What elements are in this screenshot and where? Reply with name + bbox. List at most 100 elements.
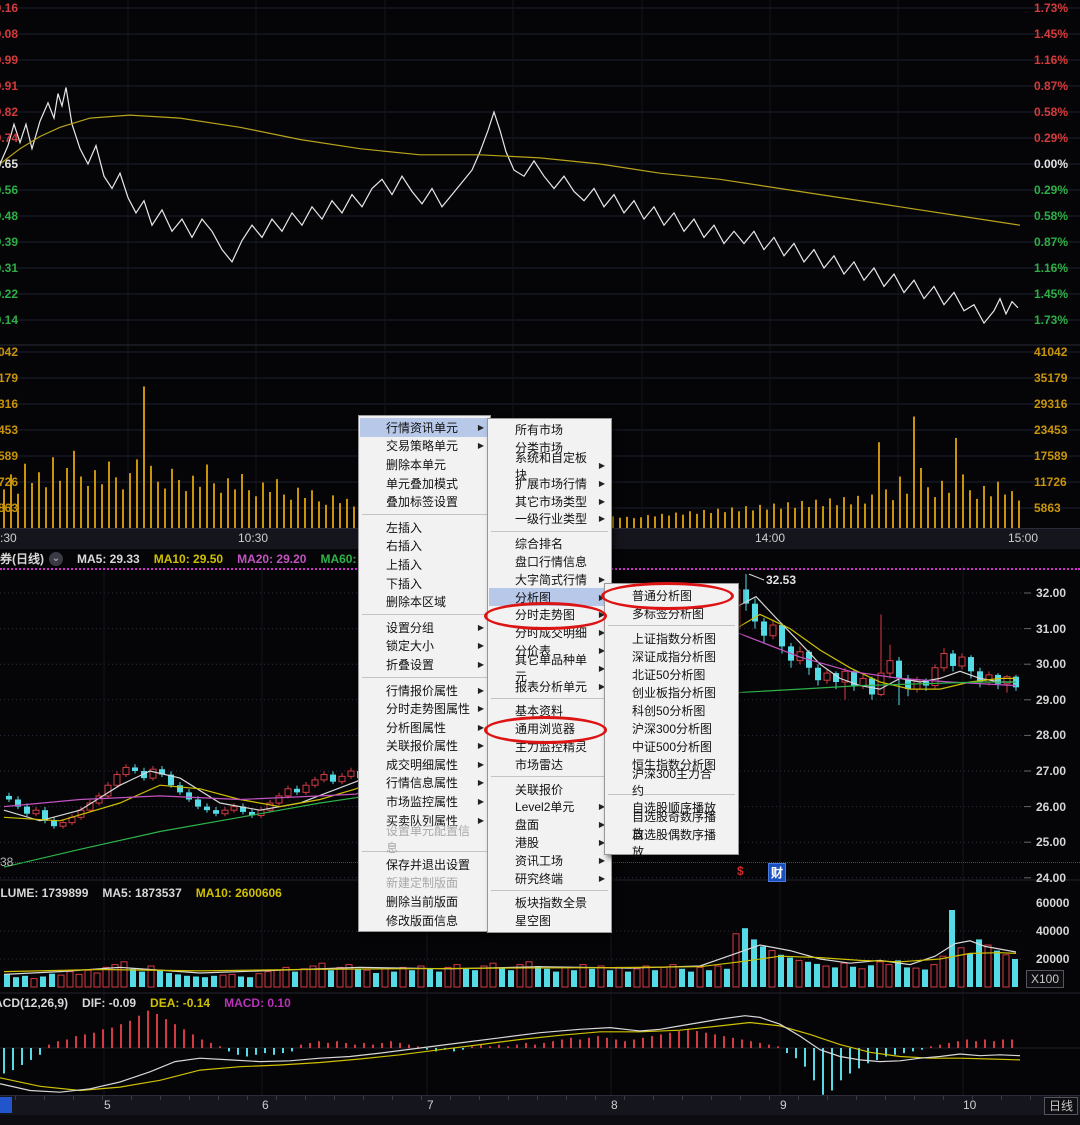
unit-menu-item[interactable]: 设置分组 ▶ — [386, 620, 484, 635]
quote-submenu-item[interactable]: 扩展市场行情 ▶ — [515, 476, 605, 491]
analysis-submenu-item[interactable]: 沪深300主力合约 — [632, 767, 713, 798]
quote-submenu-item[interactable]: 系统和自定板块 ▶ — [515, 450, 605, 482]
unit-menu-item[interactable]: 新建定制版面 — [386, 876, 459, 891]
unit-menu-item[interactable]: 行情资讯单元 ▶ — [360, 418, 489, 437]
analysis-submenu-item[interactable]: 自选股偶数序播放 — [632, 828, 717, 859]
analysis-submenu-item[interactable]: 恒生指数分析图 — [632, 757, 717, 772]
axis-tick — [856, 1096, 857, 1100]
quote-submenu-item[interactable]: 板块指数全景 — [515, 896, 588, 911]
minute-percent-label: 0.00% — [1034, 157, 1069, 171]
minute-volume-label: 17589 — [1034, 449, 1068, 463]
quote-submenu-item[interactable]: 分类市场 — [515, 441, 564, 456]
quote-submenu-item[interactable]: 关联报价 — [515, 782, 564, 797]
quote-submenu-item[interactable]: 其它市场类型 ▶ — [515, 494, 605, 509]
quote-submenu-item[interactable]: 盘面 ▶ — [515, 818, 605, 833]
period-selector[interactable]: 日线 — [1044, 1097, 1079, 1115]
axis-tick — [740, 1096, 741, 1100]
macd-header-item: DEA: -0.14 — [150, 996, 211, 1010]
analysis-submenu-item[interactable]: 北证50分析图 — [632, 667, 706, 682]
unit-menu-item[interactable]: 右插入 — [386, 539, 423, 554]
minute-price-label: 30.16 — [0, 1, 18, 15]
quote-submenu-item[interactable]: 分析图 ▶ — [489, 588, 610, 606]
axis-tick — [1030, 1096, 1031, 1100]
minute-price-value: 29.82 — [0, 105, 18, 119]
menu-separator — [362, 513, 487, 515]
analysis-submenu-item[interactable]: 科创50分析图 — [632, 703, 706, 718]
daily-header-title: 券(日线) — [0, 552, 44, 566]
analysis-submenu-item[interactable]: 创业板指分析图 — [632, 685, 717, 700]
unit-menu-item[interactable]: 买卖队列属性 ▶ — [386, 813, 484, 828]
minute-price-label: 29.22 — [0, 287, 18, 301]
analysis-submenu-item[interactable]: 中证500分析图 — [632, 739, 713, 754]
quote-submenu-item[interactable]: 综合排名 — [515, 537, 564, 552]
unit-menu-item[interactable]: 左插入 — [386, 520, 423, 535]
unit-menu-item[interactable]: 删除本区域 — [386, 595, 447, 610]
axis-tick — [160, 1096, 161, 1100]
unit-menu-item[interactable]: 行情报价属性 ▶ — [386, 683, 484, 698]
unit-menu-item[interactable]: 下插入 — [386, 576, 423, 591]
minute-price-value: 29.91 — [0, 79, 18, 93]
unit-menu-item[interactable]: 成交明细属性 ▶ — [386, 757, 484, 772]
quote-submenu-item[interactable]: 星空图 — [515, 914, 552, 929]
analysis-submenu-item[interactable]: 深证成指分析图 — [632, 649, 717, 664]
daily-price-label: 27.00 — [1036, 764, 1067, 778]
unit-menu-item[interactable]: 设置单元配置信息 — [386, 823, 471, 855]
time-label: :30 — [0, 531, 17, 545]
unit-menu-item[interactable]: 锁定大小 ▶ — [386, 639, 484, 654]
quote-submenu-item[interactable]: 其它单品种单元 ▶ — [515, 653, 605, 685]
unit-menu-item[interactable]: 上插入 — [386, 557, 423, 572]
unit-menu-item[interactable]: 行情信息属性 ▶ — [386, 776, 484, 791]
quote-submenu-item[interactable]: 分时走势图 ▶ — [515, 608, 605, 623]
quote-submenu-item[interactable]: 盘口行情信息 — [515, 554, 588, 569]
quote-submenu-item[interactable]: 分价表 ▶ — [515, 643, 605, 658]
daily-price-label: 30.00 — [1036, 657, 1067, 672]
unit-menu-item[interactable]: 单元叠加模式 — [386, 476, 459, 491]
submenu-arrow-icon: ▶ — [598, 628, 605, 638]
quote-submenu-item[interactable]: 港股 ▶ — [515, 835, 605, 850]
quote-submenu-item[interactable]: 分时成交明细 ▶ — [515, 626, 605, 641]
unit-menu-item[interactable]: 交易策略单元 ▶ — [386, 439, 484, 454]
submenu-arrow-icon: ▶ — [598, 574, 605, 584]
menu-separator — [362, 851, 487, 853]
unit-menu-item[interactable]: 分时走势图属性 ▶ — [386, 702, 484, 717]
unit-menu-item[interactable]: 修改版面信息 — [386, 913, 459, 928]
analysis-submenu-item[interactable]: 沪深300分析图 — [632, 721, 713, 736]
axis-tick — [566, 1096, 567, 1100]
quote-submenu-item[interactable]: 市场雷达 — [515, 757, 564, 772]
unit-menu-item[interactable]: 折叠设置 ▶ — [386, 657, 484, 672]
minute-volume-label: 29316 — [1034, 397, 1068, 411]
month-label: 10 — [963, 1098, 977, 1112]
minute-volume-value: 41042 — [0, 345, 18, 359]
unit-menu-item[interactable]: 删除当前版面 — [386, 895, 459, 910]
analysis-submenu-item[interactable]: 普通分析图 — [632, 588, 693, 603]
unit-menu-item[interactable]: 市场监控属性 ▶ — [386, 795, 484, 810]
unit-menu-item[interactable]: 关联报价属性 ▶ — [386, 739, 484, 754]
menu-separator — [491, 697, 608, 699]
submenu-arrow-icon: ▶ — [598, 514, 605, 524]
quote-submenu-item[interactable]: 基本资料 — [515, 704, 564, 719]
quote-submenu-item[interactable]: Level2单元 ▶ — [515, 800, 605, 815]
minute-price-value: 29.65 — [0, 157, 18, 171]
quote-submenu-item[interactable]: 一级行业类型 ▶ — [515, 512, 605, 527]
unit-menu-item[interactable]: 删除本单元 — [386, 457, 447, 472]
quote-submenu-item[interactable]: 通用浏览器 — [515, 722, 576, 737]
daily-price-label: 32.00 — [1036, 586, 1067, 600]
quote-submenu-item[interactable]: 大字简式行情 ▶ — [515, 572, 605, 587]
analysis-submenu-item[interactable]: 上证指数分析图 — [632, 631, 717, 646]
quote-submenu-item[interactable]: 报表分析单元 ▶ — [515, 679, 605, 694]
quote-submenu-item[interactable]: 研究终端 ▶ — [515, 871, 605, 886]
analysis-submenu-item[interactable]: 多标签分析图 — [632, 606, 705, 621]
minute-volume-label-clipped: 5863 — [0, 501, 18, 515]
unit-menu-item[interactable]: 叠加标签设置 — [386, 495, 459, 510]
quote-submenu-item[interactable]: 主力监控精灵 — [515, 739, 588, 754]
minute-volume-label: 11726 — [1034, 475, 1067, 489]
unit-menu-item[interactable]: 保存并退出设置 — [386, 857, 471, 872]
axis-tick — [421, 1096, 422, 1100]
context-menu-unit: 行情资讯单元 ▶ 交易策略单元 ▶ 删除本单元单元叠加模式 叠加标签设置 左插入右插入上插入… — [358, 415, 491, 933]
quote-submenu-item[interactable]: 资讯工场 ▶ — [515, 853, 605, 868]
chevron-down-icon[interactable]: ⌄ — [49, 551, 63, 566]
analysis-submenu-item[interactable]: 自选股顺序播放 — [632, 800, 717, 815]
minute-percent-label: 0.87% — [1034, 235, 1069, 249]
quote-submenu-item[interactable]: 所有市场 — [515, 423, 564, 438]
unit-menu-item[interactable]: 分析图属性 ▶ — [386, 720, 484, 735]
